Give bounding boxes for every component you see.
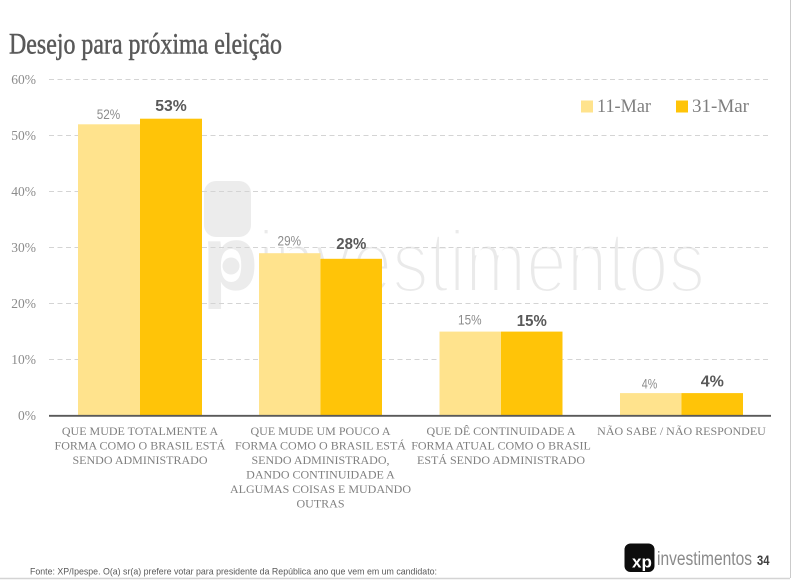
svg-text:34: 34 — [757, 552, 770, 568]
svg-text:NÃO SABE / NÃO RESPONDEU: NÃO SABE / NÃO RESPONDEU — [597, 424, 766, 438]
svg-text:FORMA ATUAL COMO O BRASIL: FORMA ATUAL COMO O BRASIL — [411, 439, 591, 453]
svg-text:60%: 60% — [11, 72, 36, 87]
svg-text:29%: 29% — [278, 233, 302, 249]
svg-text:11-Mar: 11-Mar — [597, 96, 652, 117]
svg-text:QUE MUDE UM POUCO A: QUE MUDE UM POUCO A — [250, 424, 390, 438]
svg-text:31-Mar: 31-Mar — [692, 96, 750, 117]
svg-text:28%: 28% — [336, 236, 366, 253]
svg-text:10%: 10% — [11, 352, 36, 367]
svg-text:15%: 15% — [458, 311, 482, 327]
svg-text:OUTRAS: OUTRAS — [296, 497, 344, 511]
svg-text:investimentos: investimentos — [657, 549, 752, 570]
svg-text:QUE DÊ CONTINUIDADE A: QUE DÊ CONTINUIDADE A — [427, 424, 576, 438]
svg-text:30%: 30% — [11, 240, 36, 255]
svg-text:4%: 4% — [642, 375, 658, 391]
svg-text:Fonte: XP/Ipespe. O(a) sr(a) p: Fonte: XP/Ipespe. O(a) sr(a) prefere vot… — [30, 567, 437, 578]
svg-text:QUE MUDE TOTALMENTE A: QUE MUDE TOTALMENTE A — [62, 424, 219, 438]
svg-text:15%: 15% — [517, 313, 547, 330]
svg-text:DANDO CONTINUIDADE A: DANDO CONTINUIDADE A — [246, 468, 395, 482]
svg-text:Desejo para próxima eleição: Desejo para próxima eleição — [9, 28, 282, 61]
svg-text:4%: 4% — [701, 373, 724, 390]
svg-text:FORMA COMO O BRASIL ESTÁ: FORMA COMO O BRASIL ESTÁ — [235, 439, 406, 453]
svg-text:52%: 52% — [97, 106, 121, 122]
svg-text:ESTÁ SENDO ADMINISTRADO: ESTÁ SENDO ADMINISTRADO — [417, 453, 585, 467]
svg-text:FORMA COMO O BRASIL ESTÁ: FORMA COMO O BRASIL ESTÁ — [55, 439, 226, 453]
svg-text:0%: 0% — [18, 408, 36, 423]
svg-text:SENDO ADMINISTRADO: SENDO ADMINISTRADO — [72, 453, 207, 467]
svg-text:40%: 40% — [11, 184, 36, 199]
svg-text:50%: 50% — [11, 128, 36, 143]
svg-text:53%: 53% — [155, 98, 187, 115]
svg-text:xp: xp — [632, 553, 652, 572]
svg-text:SENDO ADMINISTRADO,: SENDO ADMINISTRADO, — [251, 453, 389, 467]
svg-text:ALGUMAS COISAS E MUDANDO: ALGUMAS COISAS E MUDANDO — [230, 482, 411, 496]
svg-text:20%: 20% — [11, 296, 36, 311]
